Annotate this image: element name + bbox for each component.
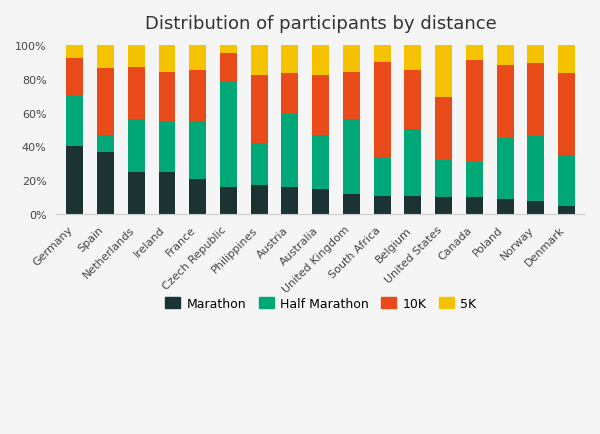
Bar: [220, 187, 237, 215]
Bar: [67, 96, 83, 147]
Bar: [251, 76, 268, 144]
Bar: [497, 200, 514, 215]
Bar: [97, 135, 114, 152]
Bar: [251, 186, 268, 215]
Legend: Marathon, Half Marathon, 10K, 5K: Marathon, Half Marathon, 10K, 5K: [160, 292, 481, 315]
Bar: [281, 187, 298, 215]
Bar: [158, 72, 175, 122]
Bar: [281, 46, 298, 74]
Bar: [312, 135, 329, 189]
Bar: [220, 83, 237, 187]
Bar: [128, 68, 145, 120]
Bar: [189, 46, 206, 71]
Bar: [281, 115, 298, 187]
Bar: [527, 201, 544, 215]
Bar: [466, 61, 483, 162]
Bar: [374, 159, 391, 196]
Bar: [497, 46, 514, 66]
Bar: [527, 64, 544, 137]
Bar: [435, 161, 452, 198]
Bar: [374, 62, 391, 159]
Bar: [189, 71, 206, 122]
Bar: [97, 69, 114, 135]
Bar: [128, 46, 145, 68]
Bar: [281, 74, 298, 115]
Bar: [158, 122, 175, 172]
Bar: [67, 46, 83, 59]
Bar: [251, 144, 268, 186]
Bar: [158, 46, 175, 72]
Bar: [312, 189, 329, 215]
Bar: [251, 46, 268, 76]
Bar: [527, 46, 544, 64]
Bar: [404, 130, 421, 196]
Bar: [312, 76, 329, 135]
Bar: [466, 162, 483, 198]
Bar: [404, 71, 421, 130]
Bar: [435, 198, 452, 215]
Bar: [67, 59, 83, 96]
Bar: [67, 147, 83, 215]
Bar: [558, 74, 575, 155]
Bar: [435, 46, 452, 98]
Bar: [558, 46, 575, 74]
Bar: [404, 46, 421, 71]
Bar: [128, 120, 145, 172]
Bar: [466, 46, 483, 61]
Bar: [189, 179, 206, 215]
Bar: [343, 72, 360, 120]
Bar: [343, 46, 360, 72]
Bar: [435, 98, 452, 161]
Bar: [128, 172, 145, 215]
Bar: [497, 66, 514, 138]
Bar: [343, 194, 360, 215]
Bar: [466, 198, 483, 215]
Bar: [558, 155, 575, 206]
Bar: [220, 46, 237, 54]
Bar: [374, 46, 391, 62]
Bar: [312, 46, 329, 76]
Bar: [97, 46, 114, 69]
Bar: [343, 120, 360, 194]
Title: Distribution of participants by distance: Distribution of participants by distance: [145, 15, 497, 33]
Bar: [558, 206, 575, 215]
Bar: [97, 152, 114, 215]
Bar: [527, 137, 544, 201]
Bar: [158, 172, 175, 215]
Bar: [220, 54, 237, 83]
Bar: [404, 196, 421, 215]
Bar: [189, 122, 206, 179]
Bar: [497, 138, 514, 200]
Bar: [374, 196, 391, 215]
